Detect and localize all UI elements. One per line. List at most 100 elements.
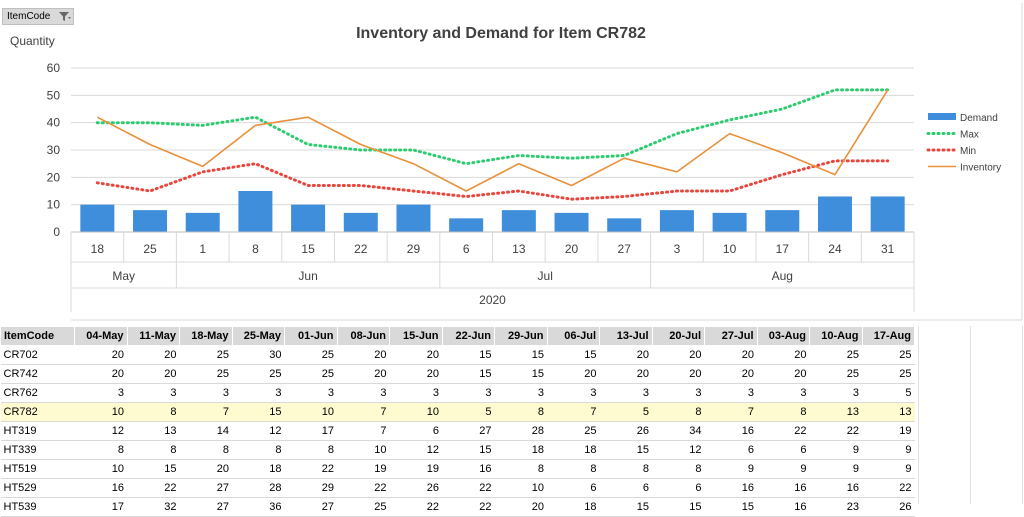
quantity-cell[interactable]: 3 (127, 383, 180, 403)
quantity-cell[interactable]: 16 (809, 478, 862, 498)
quantity-cell[interactable]: 28 (494, 421, 547, 441)
quantity-cell[interactable]: 7 (179, 402, 232, 422)
quantity-cell[interactable]: 32 (127, 497, 180, 517)
quantity-cell[interactable]: 3 (757, 383, 810, 403)
quantity-cell[interactable]: 6 (704, 440, 757, 460)
quantity-cell[interactable]: 25 (862, 364, 915, 384)
quantity-cell[interactable]: 3 (337, 383, 390, 403)
quantity-cell[interactable]: 8 (179, 440, 232, 460)
quantity-cell[interactable]: 15 (232, 402, 285, 422)
quantity-cell[interactable]: 34 (652, 421, 705, 441)
quantity-cell[interactable]: 20 (599, 345, 652, 365)
quantity-cell[interactable]: 16 (74, 478, 127, 498)
quantity-cell[interactable]: 8 (652, 459, 705, 479)
quantity-cell[interactable]: 20 (74, 345, 127, 365)
quantity-cell[interactable]: 6 (652, 478, 705, 498)
quantity-cell[interactable]: 30 (232, 345, 285, 365)
quantity-cell[interactable]: 22 (862, 478, 915, 498)
quantity-cell[interactable]: 20 (337, 364, 390, 384)
quantity-cell[interactable]: 5 (862, 383, 915, 403)
item-code-cell[interactable]: CR702 (0, 345, 75, 365)
quantity-cell[interactable]: 15 (652, 497, 705, 517)
quantity-cell[interactable]: 8 (284, 440, 337, 460)
quantity-cell[interactable]: 19 (389, 459, 442, 479)
quantity-cell[interactable]: 20 (757, 364, 810, 384)
quantity-cell[interactable]: 22 (442, 497, 495, 517)
quantity-cell[interactable]: 8 (232, 440, 285, 460)
quantity-cell[interactable]: 10 (284, 402, 337, 422)
quantity-cell[interactable]: 7 (337, 402, 390, 422)
quantity-cell[interactable]: 10 (494, 478, 547, 498)
quantity-cell[interactable]: 18 (494, 440, 547, 460)
quantity-cell[interactable]: 22 (389, 497, 442, 517)
quantity-cell[interactable]: 10 (74, 459, 127, 479)
quantity-cell[interactable]: 20 (179, 459, 232, 479)
quantity-cell[interactable]: 16 (757, 497, 810, 517)
item-code-cell[interactable]: CR742 (0, 364, 75, 384)
quantity-cell[interactable]: 28 (232, 478, 285, 498)
quantity-cell[interactable]: 25 (809, 345, 862, 365)
quantity-cell[interactable]: 9 (862, 440, 915, 460)
quantity-cell[interactable]: 20 (389, 364, 442, 384)
quantity-cell[interactable]: 18 (547, 440, 600, 460)
quantity-cell[interactable]: 20 (704, 364, 757, 384)
quantity-cell[interactable]: 3 (74, 383, 127, 403)
quantity-cell[interactable]: 27 (284, 497, 337, 517)
quantity-cell[interactable]: 8 (547, 459, 600, 479)
quantity-cell[interactable]: 14 (179, 421, 232, 441)
quantity-cell[interactable]: 16 (757, 478, 810, 498)
quantity-cell[interactable]: 20 (652, 364, 705, 384)
item-code-cell[interactable]: HT519 (0, 459, 75, 479)
quantity-cell[interactable]: 3 (704, 383, 757, 403)
quantity-cell[interactable]: 27 (179, 497, 232, 517)
itemcode-filter-button[interactable]: ItemCode (2, 8, 74, 25)
quantity-cell[interactable]: 20 (389, 345, 442, 365)
quantity-cell[interactable]: 22 (284, 459, 337, 479)
quantity-cell[interactable]: 9 (704, 459, 757, 479)
quantity-cell[interactable]: 22 (442, 478, 495, 498)
quantity-cell[interactable]: 18 (232, 459, 285, 479)
quantity-cell[interactable]: 7 (337, 421, 390, 441)
quantity-cell[interactable]: 20 (652, 345, 705, 365)
quantity-cell[interactable]: 25 (547, 421, 600, 441)
quantity-cell[interactable]: 29 (284, 478, 337, 498)
quantity-cell[interactable]: 15 (494, 345, 547, 365)
quantity-cell[interactable]: 16 (704, 421, 757, 441)
item-code-cell[interactable]: CR762 (0, 383, 75, 403)
quantity-cell[interactable]: 22 (757, 421, 810, 441)
item-code-cell[interactable]: HT339 (0, 440, 75, 460)
quantity-cell[interactable]: 12 (652, 440, 705, 460)
quantity-cell[interactable]: 26 (389, 478, 442, 498)
quantity-cell[interactable]: 20 (74, 364, 127, 384)
quantity-cell[interactable]: 20 (127, 364, 180, 384)
quantity-cell[interactable]: 20 (337, 345, 390, 365)
quantity-cell[interactable]: 15 (547, 345, 600, 365)
quantity-cell[interactable]: 15 (442, 440, 495, 460)
quantity-cell[interactable]: 18 (547, 497, 600, 517)
quantity-cell[interactable]: 25 (179, 364, 232, 384)
quantity-cell[interactable]: 20 (127, 345, 180, 365)
quantity-cell[interactable]: 22 (337, 478, 390, 498)
quantity-cell[interactable]: 8 (127, 440, 180, 460)
quantity-cell[interactable]: 16 (704, 478, 757, 498)
quantity-cell[interactable]: 15 (599, 440, 652, 460)
quantity-cell[interactable]: 27 (179, 478, 232, 498)
quantity-cell[interactable]: 13 (809, 402, 862, 422)
quantity-cell[interactable]: 23 (809, 497, 862, 517)
quantity-cell[interactable]: 15 (704, 497, 757, 517)
quantity-cell[interactable]: 17 (74, 497, 127, 517)
quantity-cell[interactable]: 9 (862, 459, 915, 479)
quantity-cell[interactable]: 9 (809, 459, 862, 479)
quantity-cell[interactable]: 13 (862, 402, 915, 422)
quantity-cell[interactable]: 8 (757, 402, 810, 422)
quantity-cell[interactable]: 13 (127, 421, 180, 441)
quantity-cell[interactable]: 20 (494, 497, 547, 517)
quantity-cell[interactable]: 3 (547, 383, 600, 403)
quantity-cell[interactable]: 5 (442, 402, 495, 422)
quantity-cell[interactable]: 6 (599, 478, 652, 498)
quantity-cell[interactable]: 8 (494, 459, 547, 479)
quantity-cell[interactable]: 7 (547, 402, 600, 422)
quantity-cell[interactable]: 3 (389, 383, 442, 403)
quantity-cell[interactable]: 19 (862, 421, 915, 441)
quantity-cell[interactable]: 20 (599, 364, 652, 384)
